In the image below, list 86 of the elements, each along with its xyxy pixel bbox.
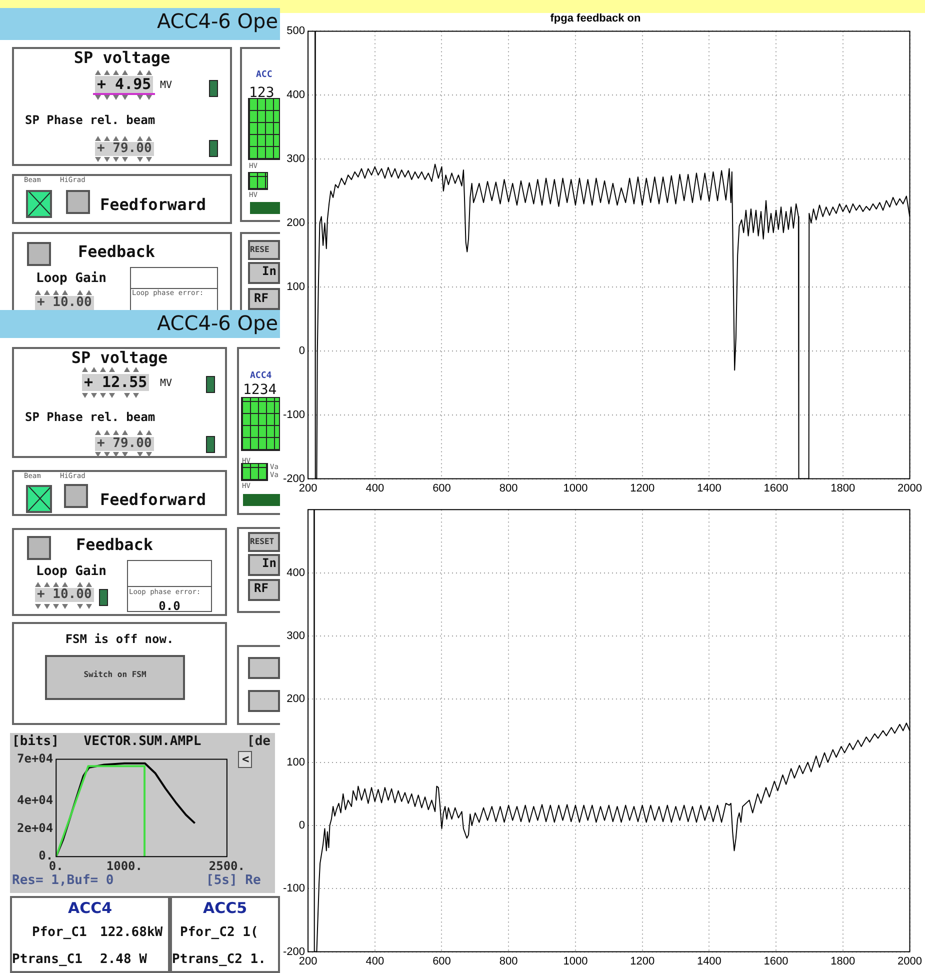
y-tick-label: 2e+04 [17,820,54,835]
text: < [242,752,250,766]
y-tick-label: 4e+04 [17,793,54,808]
text: + 79.00 [95,436,154,452]
x-tick-label: 1800 [830,955,856,968]
x-tick-label: 2500. [208,858,245,873]
y-tick-label: -200 [282,946,306,958]
text: Feedforward [100,490,206,509]
y-tick-label: 0 [298,819,306,832]
y-tick-label: -100 [282,882,306,895]
text: Feedforward [100,195,206,214]
x-tick-label: 1000 [563,955,588,968]
text: ACC [256,70,272,81]
y-tick-label: 7e+04 [17,751,54,766]
y-tick-label: 100 [286,756,306,768]
text: + 10.00 [35,295,94,310]
text: RESET [250,537,274,547]
y-tick-label: 300 [286,153,306,166]
text: Ptrans_C1 [12,952,82,968]
text: Switch on FSM [82,670,148,680]
text: 2.48 W [100,952,147,968]
text: ACC4 [66,899,114,917]
x-tick-label: 1000 [563,482,588,494]
x-tick-label: 2000 [898,482,922,494]
text: [de [247,734,270,750]
y-tick-label: 300 [286,630,306,642]
y-tick-label: 500 [286,25,306,38]
text: Feedback [78,242,156,261]
text: [5s] Re [206,873,261,888]
x-tick-label: 800 [499,482,518,494]
y-tick-label: 400 [286,566,306,579]
text: Ptrans_C2 1. [172,952,266,968]
text: 122.68kW [100,925,163,940]
text: + 10.00 [35,587,94,602]
text: 0.0 [158,599,182,614]
x-tick-label: 1200 [630,955,655,968]
text: RESE [250,245,270,255]
chart-title: fpga feedback on [550,12,642,25]
x-tick-label: 400 [366,955,384,968]
text: SP voltage [72,48,172,67]
y-tick-label: 100 [286,281,306,294]
x-tick-label: 2000 [898,955,922,968]
x-tick-label: 600 [432,482,451,494]
text: FSM is off now. [64,632,175,646]
text: ACC4 [250,371,272,382]
y-tick-label: -200 [282,472,306,485]
y-tick-label: 200 [286,693,306,706]
text: RF [254,291,268,306]
x-tick-label: 800 [499,955,518,968]
text: Res= 1,Buf= 0 [12,873,114,888]
x-tick-label: 1200 [630,482,655,494]
x-tick-label: 600 [432,955,451,968]
y-tick-label: -100 [282,408,306,421]
text: 123 [249,85,274,102]
text: Pfor_C1 [32,925,87,940]
y-tick-label: 200 [286,217,306,230]
x-tick-label: 1600 [764,955,788,968]
x-tick-label: 400 [366,482,384,494]
text: 1234 [243,382,277,398]
text: SP voltage [70,348,169,367]
text: Loop Gain [36,564,106,580]
text: SP Phase rel. beam [25,410,156,424]
x-tick-label: 1000. [106,858,143,873]
x-tick-label: 1400 [696,482,722,494]
x-tick-label: 0. [48,858,64,873]
x-tick-label: 1600 [764,482,788,494]
y-tick-label: 400 [286,89,306,102]
text: Feedback [76,535,154,554]
text: RF [254,581,268,596]
text: ACC5 [202,899,248,917]
y-tick-label: 0 [298,344,306,357]
text: Loop Gain [36,271,106,286]
text: MV [160,80,172,91]
text: SP Phase rel. beam [25,113,156,128]
text: + 12.55 [82,373,150,391]
text: ACC4-6 Ope [156,9,278,33]
text: Pfor_C2 1( [180,925,258,940]
y-axis-title: [bits] [12,734,59,750]
text: + 79.00 [95,141,154,156]
text: In [262,264,276,278]
x-tick-label: 1400 [696,955,722,968]
text: MV [160,378,172,389]
text: In [262,556,276,570]
chart-title: VECTOR.SUM.AMPL [84,734,202,749]
text: + 4.95 [95,75,154,93]
x-tick-label: 1800 [830,482,856,494]
